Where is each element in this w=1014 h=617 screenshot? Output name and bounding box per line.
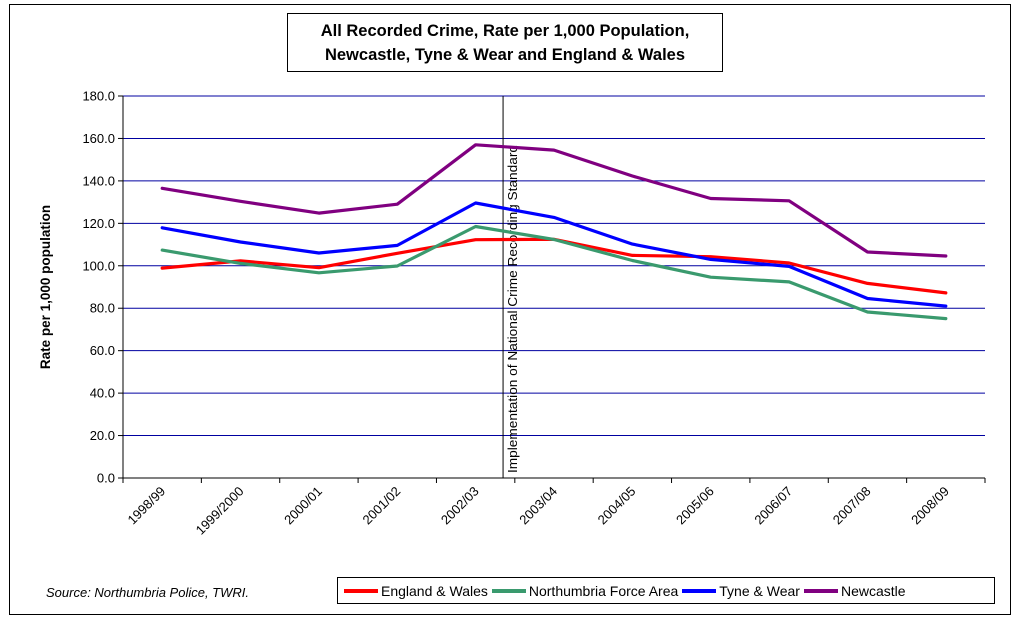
- y-tick-label: 100.0: [82, 258, 115, 273]
- legend-item: Tyne & Wear: [682, 583, 800, 599]
- legend: England & Wales Northumbria Force Area Tyn…: [337, 577, 995, 604]
- source-note: Source: Northumbria Police, TWRI.: [46, 585, 250, 600]
- x-tick-label: 2003/04: [516, 484, 560, 528]
- y-tick-label: 180.0: [82, 89, 115, 104]
- legend-swatch: [491, 588, 526, 593]
- legend-swatch: [803, 588, 838, 593]
- chart-title-line-2: Newcastle, Tyne & Wear and England & Wal…: [324, 45, 686, 64]
- series-line-tyne-wear: [160, 201, 948, 308]
- y-tick-label: 20.0: [90, 428, 115, 443]
- x-tick-label: 1999/2000: [193, 484, 247, 538]
- x-tick-label: 2006/07: [751, 484, 795, 528]
- chart-area: [9, 4, 1011, 615]
- legend-label: England & Wales: [381, 582, 488, 599]
- y-tick-label: 80.0: [90, 301, 115, 316]
- chart-title-line-1: All Recorded Crime, Rate per 1,000 Popul…: [320, 21, 690, 40]
- legend-item: England & Wales: [344, 583, 488, 599]
- x-tick-label: 2000/01: [281, 484, 325, 528]
- x-tick-label: 1998/99: [124, 484, 168, 528]
- x-tick-label: 2004/05: [595, 484, 639, 528]
- y-tick-label: 140.0: [82, 173, 115, 188]
- y-tick-label: 120.0: [82, 216, 115, 231]
- legend-label: Newcastle: [840, 582, 906, 599]
- legend-item: Newcastle: [803, 582, 906, 599]
- x-tick-label: 2001/02: [360, 484, 404, 528]
- legend-swatch: [682, 588, 717, 593]
- x-tick-label: 2008/09: [908, 484, 952, 528]
- y-tick-label: 160.0: [82, 131, 115, 146]
- x-tick-label: 2005/06: [673, 484, 717, 528]
- legend-label: Tyne & Wear: [719, 582, 800, 599]
- chart-title: All Recorded Crime, Rate per 1,000 Popul…: [287, 13, 723, 72]
- y-tick-label: 60.0: [90, 343, 115, 358]
- x-tick-label: 2007/08: [830, 484, 874, 528]
- annotation-label: Implementation of National Crime Recordi…: [506, 145, 520, 473]
- x-tick-label: 2002/03: [438, 484, 482, 528]
- legend-swatch: [344, 588, 378, 593]
- series-line-northumbria-force-area: [160, 224, 948, 321]
- legend-label: Northumbria Force Area: [528, 582, 679, 599]
- y-tick-label: 0.0: [97, 471, 115, 486]
- series-line-newcastle: [160, 143, 948, 258]
- y-tick-label: 40.0: [90, 386, 115, 401]
- legend-item: Northumbria Force Area: [491, 582, 679, 599]
- y-axis-label: Rate per 1,000 population: [38, 205, 53, 369]
